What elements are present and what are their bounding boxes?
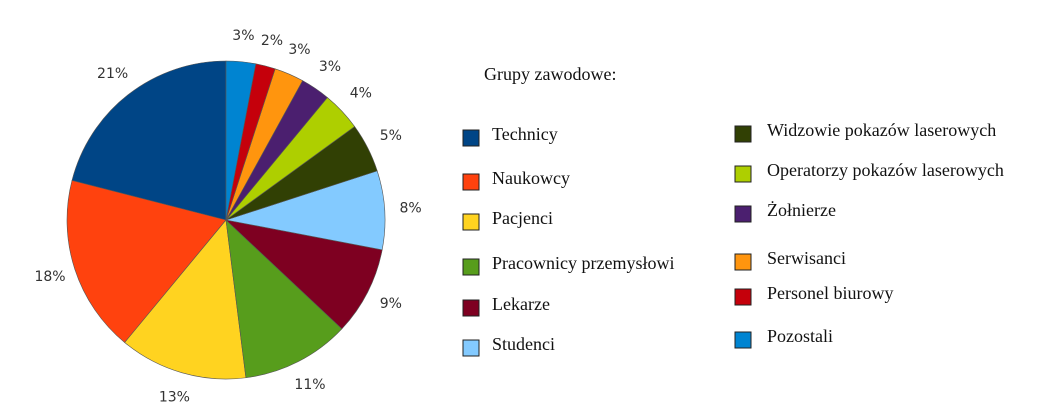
slice-label: 4%	[350, 85, 372, 101]
legend-swatch	[734, 205, 752, 223]
pie-slice	[124, 219, 247, 380]
legend-label: Lekarze	[492, 294, 550, 314]
slice-label: 8%	[400, 200, 422, 216]
slice-label: 3%	[319, 59, 341, 75]
slice-label: 5%	[380, 128, 402, 144]
legend-label: Operatorzy pokazów laserowych	[767, 160, 1004, 180]
slice-label: 3%	[232, 28, 254, 44]
legend-label: Personel biurowy	[767, 283, 893, 303]
legend-label: Pracownicy przemysłowi	[492, 253, 674, 273]
slice-label: 21%	[97, 66, 128, 82]
legend-label: Pozostali	[767, 326, 833, 346]
pie-slice	[225, 219, 383, 330]
legend-label: Studenci	[492, 334, 555, 354]
legend-label: Żołnierze	[767, 200, 836, 220]
slice-label: 9%	[380, 296, 402, 312]
slice-label: 18%	[34, 269, 65, 285]
pie-slice	[225, 219, 343, 379]
pie-slice	[225, 60, 257, 221]
legend-swatch	[734, 253, 752, 271]
legend-swatch	[734, 165, 752, 183]
legend-swatch	[462, 129, 480, 147]
legend-label: Technicy	[492, 124, 558, 144]
legend-label: Naukowcy	[492, 168, 570, 188]
pie-slice	[71, 60, 227, 221]
pie-slice	[66, 180, 227, 343]
legend-swatch	[462, 258, 480, 276]
slice-label: 3%	[288, 42, 310, 58]
legend-label: Widzowie pokazów laserowych	[767, 120, 996, 140]
slice-label: 13%	[159, 390, 190, 406]
legend-swatch	[462, 299, 480, 317]
legend-swatch	[462, 173, 480, 191]
legend-swatch	[734, 125, 752, 143]
slice-label: 2%	[261, 33, 283, 49]
legend-swatch	[734, 331, 752, 349]
slice-label: 11%	[294, 377, 325, 393]
legend-title: Grupy zawodowe:	[484, 64, 616, 84]
legend-swatch	[734, 288, 752, 306]
legend-swatch	[462, 213, 480, 231]
legend-label: Serwisanci	[767, 248, 846, 268]
legend-label: Pacjenci	[492, 208, 553, 228]
legend-swatch	[462, 339, 480, 357]
